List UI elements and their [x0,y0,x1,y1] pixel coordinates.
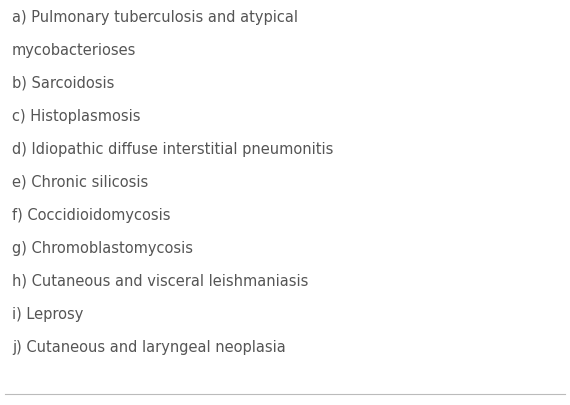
Text: f) Coccidioidomycosis: f) Coccidioidomycosis [12,207,170,222]
Text: d) Idiopathic diffuse interstitial pneumonitis: d) Idiopathic diffuse interstitial pneum… [12,142,333,157]
Text: c) Histoplasmosis: c) Histoplasmosis [12,109,140,124]
Text: e) Chronic silicosis: e) Chronic silicosis [12,175,148,190]
Text: b) Sarcoidosis: b) Sarcoidosis [12,76,115,91]
Text: j) Cutaneous and laryngeal neoplasia: j) Cutaneous and laryngeal neoplasia [12,339,286,354]
Text: g) Chromoblastomycosis: g) Chromoblastomycosis [12,241,193,256]
Text: a) Pulmonary tuberculosis and atypical: a) Pulmonary tuberculosis and atypical [12,10,298,25]
Text: i) Leprosy: i) Leprosy [12,306,83,321]
Text: h) Cutaneous and visceral leishmaniasis: h) Cutaneous and visceral leishmaniasis [12,273,308,288]
Text: mycobacterioses: mycobacterioses [12,43,136,58]
